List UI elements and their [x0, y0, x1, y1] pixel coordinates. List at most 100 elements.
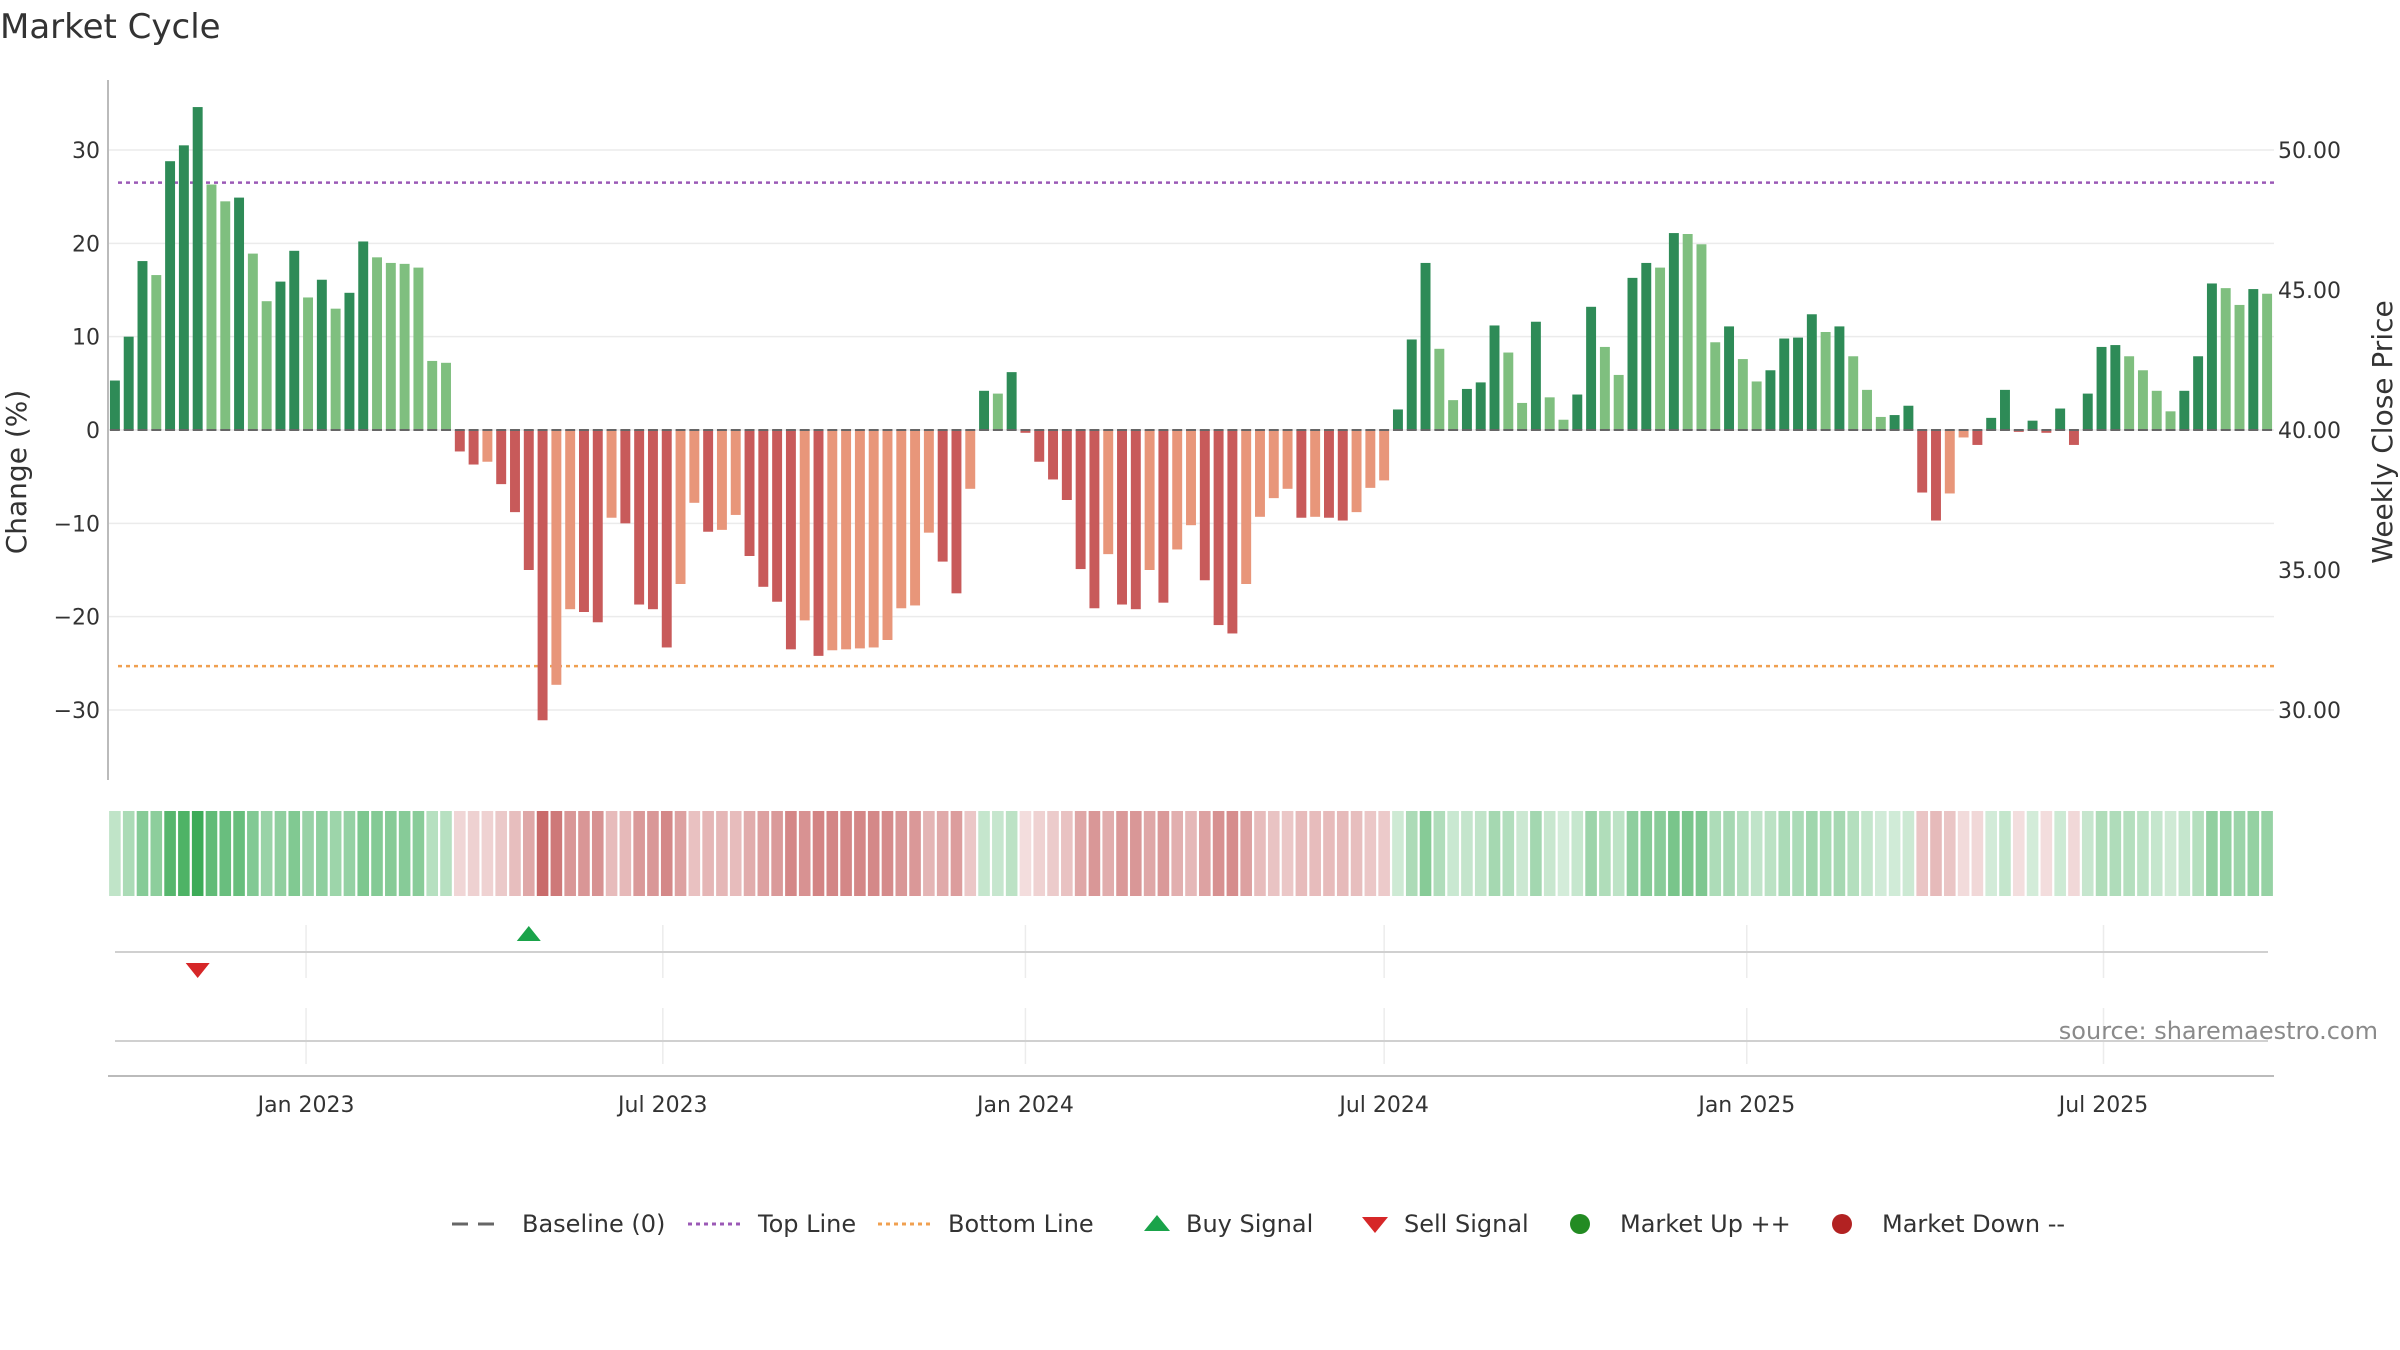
heat-cell: [2206, 811, 2218, 896]
bar: [1144, 430, 1155, 570]
y-tick-label: 10: [72, 326, 100, 351]
bar: [813, 430, 824, 656]
bar: [385, 262, 396, 430]
bar: [206, 184, 217, 430]
legend-label: Bottom Line: [948, 1210, 1094, 1238]
heat-cell: [591, 811, 604, 896]
heat-cell: [1419, 811, 1432, 896]
heat-cell: [1378, 811, 1390, 896]
heat-cell: [2109, 811, 2122, 896]
heat-cell: [1447, 811, 1459, 896]
heat-cell: [233, 811, 245, 896]
heat-cell: [798, 811, 811, 896]
heat-cell: [1281, 811, 1294, 896]
heat-cell: [1819, 811, 1832, 896]
bar: [2206, 283, 2217, 430]
legend: Baseline (0) Top Line Bottom Line Buy Signa…: [452, 1210, 2065, 1238]
bar: [1944, 430, 1955, 494]
bar: [137, 261, 148, 430]
heat-cell: [2247, 811, 2260, 896]
heat-cell: [509, 811, 521, 896]
bar: [1862, 389, 1872, 430]
bar: [1406, 339, 1417, 430]
bar: [1655, 267, 1666, 430]
heat-cell: [1102, 811, 1115, 896]
bar: [2165, 411, 2176, 430]
heat-cell: [2178, 811, 2191, 896]
bar: [372, 257, 382, 430]
bar: [289, 250, 300, 430]
heat-cell: [1585, 811, 1597, 896]
bar: [399, 263, 410, 430]
heat-cell: [426, 811, 439, 896]
heat-cell: [1861, 811, 1873, 896]
heat-cell: [619, 811, 632, 896]
heat-cell: [1543, 811, 1556, 896]
heat-cell: [260, 811, 273, 896]
bar: [2068, 430, 2079, 445]
bar: [1613, 374, 1624, 430]
bar: [772, 430, 783, 602]
bar: [785, 430, 796, 650]
bar: [1889, 415, 1900, 430]
bar: [923, 430, 934, 533]
heat-cell: [1033, 811, 1046, 896]
heat-cell: [1764, 811, 1777, 896]
bar: [1117, 430, 1127, 605]
bar: [1323, 430, 1334, 518]
bar: [1475, 382, 1486, 430]
bar: [551, 430, 562, 685]
heat-cell: [495, 811, 507, 896]
heat-cell: [1737, 811, 1749, 896]
heat-cell: [191, 811, 204, 896]
bar: [689, 430, 700, 503]
heat-cell: [1571, 811, 1584, 896]
heat-cell: [1792, 811, 1804, 896]
heat-cell: [1088, 811, 1101, 896]
heat-cell: [1061, 811, 1073, 896]
heat-cell: [578, 811, 590, 896]
heat-cell: [122, 811, 135, 896]
heat-cell: [150, 811, 163, 896]
heat-cell: [978, 811, 990, 896]
heat-cell: [316, 811, 328, 896]
bar: [675, 430, 686, 584]
bar: [344, 292, 355, 430]
bar: [620, 430, 631, 524]
legend-item: Buy Signal: [1144, 1210, 1313, 1238]
bar: [634, 430, 645, 605]
heat-cell: [2123, 811, 2135, 896]
bar: [1227, 430, 1238, 634]
bar: [1489, 325, 1500, 430]
bar: [1958, 430, 1969, 438]
bar: [1048, 430, 1059, 480]
heat-cell: [1254, 811, 1266, 896]
bar: [1558, 419, 1569, 430]
heat-cell: [1833, 811, 1846, 896]
heat-cell: [481, 811, 494, 896]
y-tick-label: 30: [72, 139, 100, 164]
sell-signal-marker: [185, 963, 210, 978]
heat-cell: [2137, 811, 2149, 896]
heat-cell: [812, 811, 825, 896]
bar: [1641, 262, 1652, 430]
bar: [1834, 326, 1845, 430]
legend-item: Baseline (0): [452, 1210, 665, 1238]
heat-cell: [1143, 811, 1156, 896]
bar: [937, 430, 948, 562]
heat-cell: [1405, 811, 1418, 896]
y-tick-label: −30: [54, 699, 100, 724]
heat-cell: [840, 811, 852, 896]
bar: [1806, 314, 1817, 430]
x-tick-label: Jan 2024: [975, 1093, 1074, 1118]
bar: [413, 267, 424, 430]
bar: [1089, 430, 1100, 609]
bar: [1420, 262, 1431, 430]
y2-tick-label: 30.00: [2278, 699, 2341, 724]
bar: [1986, 417, 1997, 430]
heat-cell: [1723, 811, 1735, 896]
y-tick-label: −20: [54, 606, 100, 631]
heat-cell: [2261, 811, 2273, 896]
